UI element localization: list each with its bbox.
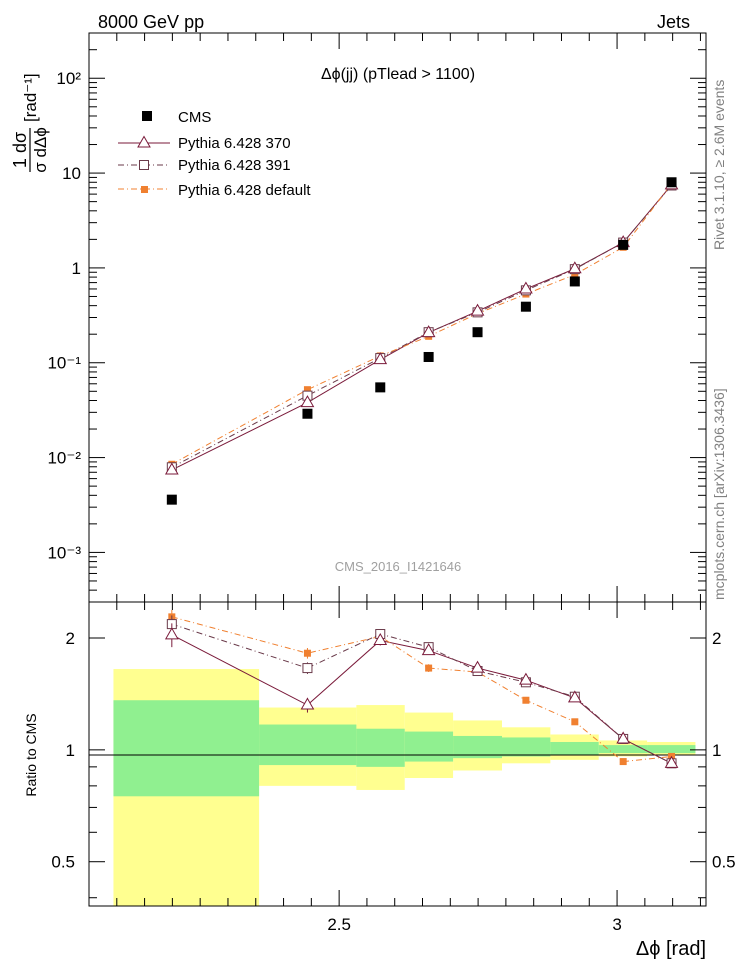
main-point-pythia370 — [567, 261, 582, 274]
ratio-band-inner — [113, 700, 260, 797]
ratio-series-layer — [164, 609, 679, 769]
legend: CMS Pythia 6.428 370 Pythia 6.428 391 Py… — [118, 109, 311, 199]
main-point-cms — [569, 276, 580, 287]
ratio-line-pythiadefault — [171, 616, 672, 763]
y-label-top: 1 dσ — [10, 132, 30, 168]
ratio-frame — [88, 601, 707, 907]
main-line-pythiadefault — [171, 183, 672, 465]
legend-label-pythia370: Pythia 6.428 370 — [178, 135, 291, 152]
ratio-point-pythia370 — [616, 731, 631, 744]
ratio-y-tick-label-right: 0.5 — [712, 853, 736, 872]
ratio-band-layer — [113, 669, 696, 906]
watermark-label: CMS_2016_I1421646 — [335, 559, 462, 574]
main-point-cms — [618, 239, 629, 250]
main-point-pythiadefault — [303, 386, 311, 394]
legend-label-pythiadefault: Pythia 6.428 default — [178, 182, 311, 199]
main-y-axis-label: 1 dσ σ dΔϕ [rad⁻¹] — [10, 73, 50, 172]
ratio-x-tick-label: 2.5 — [327, 915, 351, 934]
legend-marker-cms — [142, 111, 152, 121]
main-point-cms — [166, 494, 177, 505]
main-point-cms — [423, 351, 434, 362]
ratio-point-pythiadefault — [303, 649, 311, 657]
main-point-pythia370 — [373, 352, 388, 365]
ratio-point-pythiadefault — [619, 758, 627, 766]
ratio-point-pythiadefault — [425, 664, 433, 672]
main-y-tick-label: 10 — [62, 164, 81, 183]
ratio-point-pythia370 — [300, 697, 315, 710]
ratio-band-inner — [404, 731, 454, 762]
ratio-band-inner — [259, 724, 357, 766]
ratio-point-pythia370 — [664, 755, 679, 768]
main-point-pythiadefault — [571, 271, 579, 279]
main-y-tick-label: 10⁻² — [47, 449, 81, 468]
ratio-y-tick-label-left: 0.5 — [51, 853, 75, 872]
main-point-cms — [375, 382, 386, 393]
ratio-band-inner — [598, 745, 648, 754]
ratio-point-pythiadefault — [522, 696, 530, 704]
ratio-y-tick-label-left: 2 — [66, 629, 75, 648]
main-point-pythia370 — [300, 395, 315, 408]
legend-marker-pythia370 — [137, 135, 151, 148]
energy-label: 8000 GeV pp — [98, 12, 204, 32]
ratio-point-pythia370 — [421, 643, 436, 656]
main-line-pythia391 — [171, 185, 672, 468]
legend-marker-pythia391 — [139, 160, 149, 170]
ratio-y-tick-label-left: 1 — [66, 741, 75, 760]
main-y-tick-label: 1 — [72, 259, 81, 278]
ratio-point-pythia370 — [164, 627, 179, 640]
ratio-point-pythia370 — [373, 632, 388, 645]
ratio-band-inner — [647, 745, 696, 754]
main-series-layer — [164, 177, 679, 505]
ratio-y-tick-label-right: 2 — [712, 629, 721, 648]
ratio-point-pythia370 — [470, 660, 485, 673]
ratio-panel: 2.5 3 0.5 0.5 1 1 2 2 Ratio to CMS Δϕ [rad] — [23, 601, 736, 960]
legend-label-cms: CMS — [178, 109, 211, 126]
legend-entry-pythia391: Pythia 6.428 391 — [118, 157, 291, 174]
ratio-point-pythia370 — [519, 672, 533, 685]
main-title: Δϕ(jj) (pTlead > 1100) — [321, 66, 475, 83]
main-point-pythia370 — [164, 462, 179, 475]
ratio-band-inner — [502, 737, 551, 757]
main-y-tick-label: 10⁻¹ — [47, 354, 81, 373]
ratio-band-inner — [356, 728, 405, 767]
y-label-unit: [rad⁻¹] — [21, 73, 40, 122]
category-label: Jets — [657, 12, 690, 32]
y-label-bottom: σ dΔϕ — [31, 127, 50, 173]
ratio-x-tick-label: 3 — [612, 915, 621, 934]
legend-entry-pythiadefault: Pythia 6.428 default — [118, 182, 311, 199]
main-point-pythia370 — [421, 325, 436, 338]
legend-entry-pythia370: Pythia 6.428 370 — [118, 135, 291, 152]
main-point-cms — [666, 177, 677, 188]
legend-label-pythia391: Pythia 6.428 391 — [178, 157, 291, 174]
ratio-band-inner — [550, 741, 599, 755]
ratio-y-axis-label: Ratio to CMS — [23, 713, 39, 796]
ratio-point-pythia391 — [302, 663, 313, 674]
main-point-cms — [520, 301, 531, 312]
main-line-pythia370 — [171, 184, 672, 471]
ratio-point-pythiadefault — [571, 718, 579, 726]
main-panel: Δϕ(jj) (pTlead > 1100) CMS_2016_I1421646… — [10, 32, 707, 603]
main-point-cms — [472, 327, 483, 338]
mcplots-label: mcplots.cern.ch [arXiv:1306.3436] — [711, 388, 727, 600]
main-axes-layer: 10⁻³ 10⁻² 10⁻¹ 1 10 10² — [47, 32, 707, 603]
main-y-tick-label: 10² — [56, 69, 81, 88]
legend-entry-cms: CMS — [142, 109, 211, 126]
ratio-point-pythia370 — [567, 690, 582, 703]
main-point-pythia370 — [519, 281, 533, 294]
rivet-label: Rivet 3.1.10, ≥ 2.6M events — [711, 80, 727, 250]
main-point-cms — [302, 408, 313, 419]
main-point-pythia370 — [470, 303, 485, 316]
ratio-axes-layer: 2.5 3 0.5 0.5 1 1 2 2 — [51, 601, 736, 934]
main-y-tick-label: 10⁻³ — [47, 543, 81, 562]
ratio-y-tick-label-right: 1 — [712, 741, 721, 760]
ratio-band-inner — [453, 735, 503, 759]
x-axis-label: Δϕ [rad] — [636, 938, 706, 960]
legend-marker-pythiadefault — [141, 186, 148, 193]
